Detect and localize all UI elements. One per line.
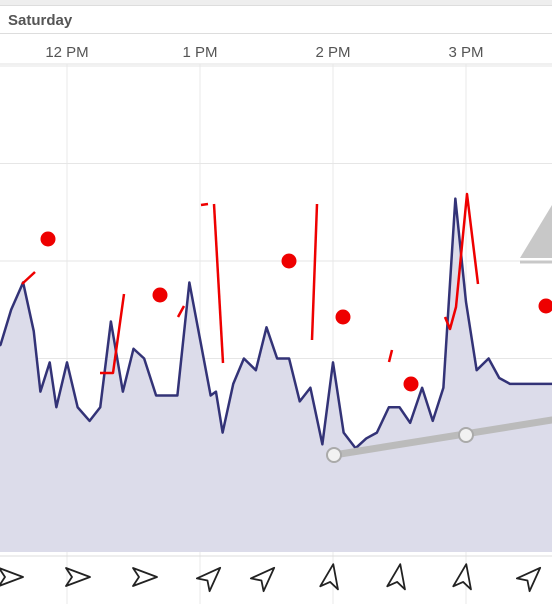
gust-segment (310, 203, 319, 341)
gust-dot (152, 287, 168, 303)
gust-segment (21, 271, 36, 285)
wind-direction-icon (249, 566, 276, 593)
wind-direction-icon (0, 567, 24, 587)
reference-line (330, 416, 552, 459)
sail-icon (520, 205, 552, 258)
reference-point (326, 447, 342, 463)
gust-dot (335, 309, 351, 325)
wind-direction-icon (65, 567, 91, 587)
gust-dot (403, 376, 419, 392)
gust-segment (100, 293, 126, 375)
top-band (0, 0, 552, 5)
wind-direction-icon (515, 566, 542, 593)
gust-dot (281, 253, 297, 269)
gust-segment (200, 202, 209, 207)
gust-segment (387, 349, 394, 363)
time-tick-label: 12 PM (45, 44, 88, 61)
wind-direction-icon (386, 563, 406, 591)
gust-segment (443, 192, 480, 331)
time-tick-label: 3 PM (448, 44, 483, 61)
day-header: Saturday (0, 5, 552, 34)
gust-segment (176, 305, 186, 318)
wind-direction-icon (452, 563, 472, 591)
gust-segment (212, 203, 225, 364)
wind-direction-icon (195, 566, 222, 593)
day-label: Saturday (8, 12, 73, 29)
reference-point (458, 427, 474, 443)
wind-direction-icon (132, 567, 158, 587)
time-tick-label: 2 PM (315, 44, 350, 61)
gust-dot (538, 298, 552, 314)
wind-speed-area (0, 198, 552, 552)
wind-direction-icon (319, 563, 339, 591)
wind-speed-line (0, 197, 552, 450)
time-tick-label: 1 PM (182, 44, 217, 61)
gust-dot (40, 231, 56, 247)
